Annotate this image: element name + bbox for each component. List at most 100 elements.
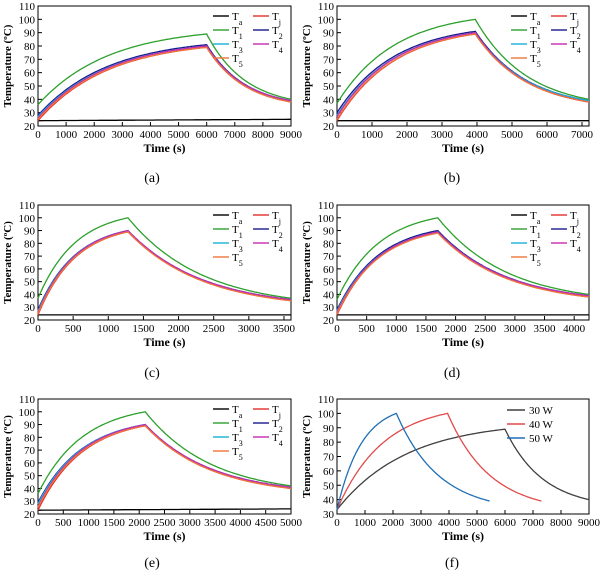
x-tick-label: 1000: [361, 129, 384, 141]
y-tick-label: 100: [19, 213, 36, 225]
legend-label: T1: [530, 224, 541, 240]
x-tick-label: 2000: [168, 323, 191, 335]
x-tick-label: 3000: [111, 129, 134, 141]
y-tick-label: 20: [24, 121, 36, 133]
x-tick-label: 2000: [396, 129, 419, 141]
y-tick-label: 90: [323, 423, 335, 435]
y-tick-label: 80: [323, 437, 335, 449]
y-tick-label: 50: [323, 277, 335, 289]
legend-label: T5: [530, 53, 541, 69]
y-tick-label: 50: [24, 277, 36, 289]
y-tick-label: 20: [24, 315, 36, 327]
legend-label: T1: [232, 418, 243, 434]
y-tick-label: 50: [323, 480, 335, 492]
x-tick-label: 2000: [128, 517, 151, 529]
y-tick-label: 70: [323, 54, 335, 66]
y-tick-label: 20: [323, 121, 335, 133]
y-tick-label: 30: [323, 509, 335, 521]
y-axis-label: Temperature (ºC): [2, 415, 14, 498]
series-line-t5: [336, 232, 590, 314]
y-tick-label: 20: [323, 315, 335, 327]
x-axis-label: Time (s): [442, 529, 484, 543]
y-tick-label: 110: [318, 1, 335, 13]
x-tick-label: 1000: [97, 323, 120, 335]
x-tick-label: 4000: [139, 129, 162, 141]
series-line-ta: [38, 118, 291, 122]
series-line-t1: [37, 217, 292, 299]
series-line-t1: [37, 33, 292, 106]
series-line-t3: [37, 45, 292, 118]
x-axis-label: Time (s): [143, 335, 185, 349]
x-tick-label: 6000: [196, 129, 219, 141]
y-axis-label: Temperature (ºC): [301, 24, 313, 107]
x-tick-label: 2000: [445, 323, 468, 335]
y-tick-label: 110: [19, 394, 36, 406]
panel-label: (c): [144, 366, 160, 381]
legend-label: T3: [530, 39, 541, 55]
x-tick-label: 3500: [273, 323, 296, 335]
legend-label: 50 W: [529, 433, 554, 445]
legend-label: Ta: [530, 11, 541, 27]
y-tick-label: 110: [19, 1, 36, 13]
legend-label: T5: [530, 252, 541, 268]
y-tick-label: 70: [323, 452, 335, 464]
series-line-t4: [37, 423, 292, 507]
plot-frame: [336, 204, 590, 321]
y-tick-label: 110: [318, 200, 335, 212]
legend-label: Tj: [570, 11, 579, 27]
plot-frame: [336, 5, 590, 127]
x-tick-label: 1500: [103, 517, 126, 529]
y-tick-label: 60: [24, 458, 36, 470]
y-tick-label: 60: [323, 264, 335, 276]
series-line-t5: [37, 231, 292, 314]
x-tick-label: 9000: [578, 517, 600, 529]
legend-label: T4: [272, 432, 283, 448]
y-tick-label: 60: [323, 68, 335, 80]
y-axis-label: Temperature (ºC): [2, 24, 14, 107]
x-tick-label: 3000: [179, 517, 202, 529]
series-line-t4: [37, 45, 292, 119]
y-tick-label: 80: [24, 238, 36, 250]
legend: Ta Tj T1 T2 T3 T4 T5: [213, 404, 283, 462]
y-tick-label: 60: [323, 466, 335, 478]
series-line-tj: [336, 33, 590, 122]
plot-frame: [37, 204, 292, 321]
x-tick-label: 5000: [280, 517, 303, 529]
y-axis-label: Temperature (ºC): [301, 221, 313, 304]
panel-a: 0 1000 2000 3000 4000 5000 6000 7000 8000 9000 203…: [2, 1, 303, 186]
y-tick-label: 60: [24, 264, 36, 276]
legend-label: T3: [232, 432, 243, 448]
y-tick-label: 50: [24, 471, 36, 483]
x-tick-label: 4000: [563, 323, 586, 335]
panel-f: 0 1000 2000 3000 4000 5000 6000 7000 8000 9000 30 4…: [301, 394, 600, 571]
legend-label: Ta: [232, 404, 243, 420]
x-tick-label: 4500: [255, 517, 278, 529]
y-tick-label: 80: [24, 432, 36, 444]
y-tick-label: 100: [318, 213, 335, 225]
y-axis-label: Temperature (ºC): [301, 415, 313, 498]
x-tick-label: 4000: [466, 129, 489, 141]
series-line-30-w: [336, 428, 590, 511]
panel-c: 0 500 1000 1500 2000 2500 3000 3500 203040506070…: [2, 200, 295, 381]
series-line-t2: [37, 44, 292, 116]
y-tick-label: 30: [24, 108, 36, 120]
legend-label: T3: [530, 238, 541, 254]
y-tick-label: 100: [318, 14, 335, 26]
x-axis-label: Time (s): [442, 335, 484, 349]
y-tick-label: 30: [24, 302, 36, 314]
y-tick-label: 80: [323, 238, 335, 250]
legend-label: T2: [272, 25, 283, 41]
x-tick-label: 2500: [154, 517, 177, 529]
series-line-t2: [37, 423, 292, 503]
x-tick-label: 0: [334, 323, 340, 335]
x-tick-label: 3500: [534, 323, 557, 335]
legend: 30 W 40 W 50 W: [507, 405, 554, 445]
y-tick-label: 40: [323, 495, 335, 507]
x-tick-label: 1500: [132, 323, 155, 335]
y-tick-label: 30: [24, 496, 36, 508]
y-tick-label: 70: [24, 54, 36, 66]
legend-label: Tj: [272, 404, 281, 420]
x-tick-label: 500: [65, 323, 82, 335]
x-tick-label: 3500: [204, 517, 227, 529]
